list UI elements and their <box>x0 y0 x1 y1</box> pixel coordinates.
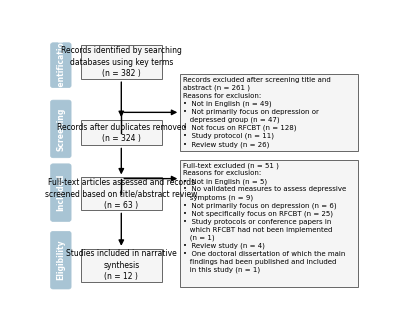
Text: Identification: Identification <box>56 36 65 94</box>
Text: Full-text articles assessed and records
screened based on title/abstract review
: Full-text articles assessed and records … <box>45 178 198 210</box>
Text: Records excluded after screening title and
abstract (n = 261 )
Reasons for exclu: Records excluded after screening title a… <box>183 77 330 148</box>
FancyBboxPatch shape <box>51 231 71 289</box>
FancyBboxPatch shape <box>81 249 162 282</box>
Text: Studies included in narrative
synthesis
(n = 12 ): Studies included in narrative synthesis … <box>66 249 177 281</box>
Text: Full-text excluded (n = 51 )
Reasons for exclusion:
•  Not in English (n = 5)
• : Full-text excluded (n = 51 ) Reasons for… <box>183 162 346 273</box>
FancyBboxPatch shape <box>51 43 71 88</box>
FancyBboxPatch shape <box>51 164 71 221</box>
FancyBboxPatch shape <box>51 100 71 158</box>
FancyBboxPatch shape <box>180 74 358 151</box>
Text: Records after duplicates removed
(n = 324 ): Records after duplicates removed (n = 32… <box>57 122 186 143</box>
Text: Records identified by searching
databases using key terms
(n = 382 ): Records identified by searching database… <box>61 46 182 78</box>
Text: Included: Included <box>56 174 65 211</box>
FancyBboxPatch shape <box>180 160 358 287</box>
Text: Eligibility: Eligibility <box>56 240 65 280</box>
FancyBboxPatch shape <box>81 45 162 79</box>
FancyBboxPatch shape <box>81 120 162 146</box>
Text: Screening: Screening <box>56 107 65 151</box>
FancyBboxPatch shape <box>81 177 162 211</box>
